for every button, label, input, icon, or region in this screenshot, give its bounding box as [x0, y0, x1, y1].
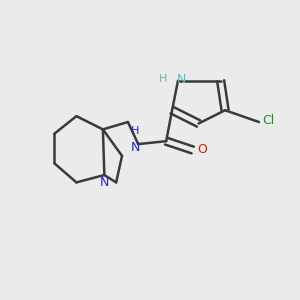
Text: N: N	[100, 176, 109, 190]
Text: N: N	[130, 141, 140, 154]
Text: N: N	[176, 73, 186, 86]
Text: O: O	[197, 143, 207, 157]
Text: Cl: Cl	[262, 114, 274, 127]
Text: H: H	[159, 74, 167, 84]
Text: H: H	[131, 126, 140, 136]
